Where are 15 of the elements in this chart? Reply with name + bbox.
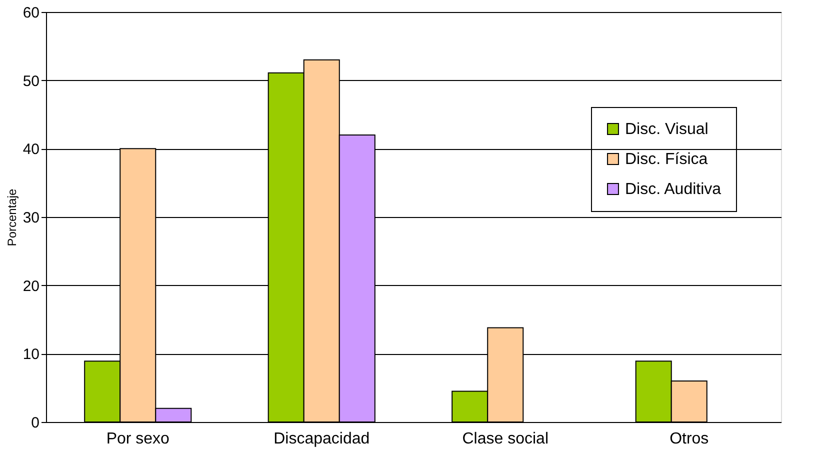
x-tick-label: Discapacidad [274, 430, 370, 448]
y-tick-label: 0 [31, 414, 40, 432]
y-tick-label: 10 [22, 346, 40, 364]
y-tick-label: 40 [22, 141, 40, 158]
legend-label: Disc. Física [625, 151, 708, 168]
y-axis-title: Porcentaje [4, 188, 19, 246]
y-tick-label: 60 [22, 4, 40, 22]
y-tick-label: 30 [22, 210, 40, 226]
legend-label: Disc. Visual [625, 121, 708, 138]
y-tick-label: 20 [22, 278, 40, 295]
x-tick-label: Por sexo [106, 430, 170, 448]
legend-label: Disc. Auditiva [625, 181, 722, 198]
x-tick-label: Clase social [462, 430, 549, 448]
x-tick-label: Otros [670, 430, 709, 448]
y-tick-label: 50 [22, 72, 40, 90]
